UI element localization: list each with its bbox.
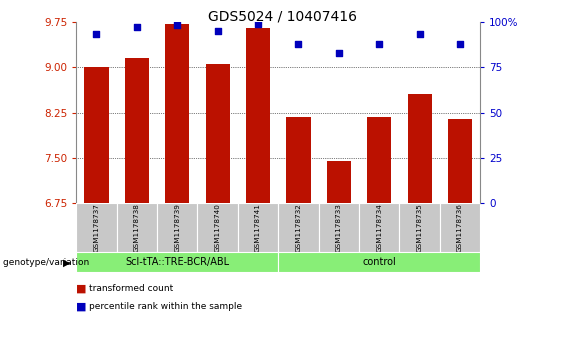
Text: GSM1178733: GSM1178733 xyxy=(336,203,342,252)
Point xyxy=(455,41,464,46)
Bar xyxy=(286,117,311,203)
Bar xyxy=(279,252,480,272)
Text: transformed count: transformed count xyxy=(89,284,173,293)
Text: genotype/variation: genotype/variation xyxy=(3,258,92,267)
Bar xyxy=(206,64,230,203)
Bar xyxy=(125,58,149,203)
Bar xyxy=(279,203,319,252)
Text: control: control xyxy=(362,257,396,267)
Text: GSM1178737: GSM1178737 xyxy=(93,203,99,252)
Text: GSM1178740: GSM1178740 xyxy=(215,203,221,252)
Bar xyxy=(84,67,108,203)
Bar xyxy=(440,203,480,252)
Point xyxy=(173,23,182,28)
Text: GSM1178741: GSM1178741 xyxy=(255,203,261,252)
Text: GSM1178735: GSM1178735 xyxy=(416,203,423,252)
Bar xyxy=(407,94,432,203)
Text: GSM1178736: GSM1178736 xyxy=(457,203,463,252)
Text: percentile rank within the sample: percentile rank within the sample xyxy=(89,302,242,311)
Bar xyxy=(399,203,440,252)
Text: GSM1178732: GSM1178732 xyxy=(295,203,302,252)
Bar xyxy=(319,203,359,252)
Text: GSM1178738: GSM1178738 xyxy=(134,203,140,252)
Bar xyxy=(327,161,351,203)
Point xyxy=(92,32,101,37)
Text: GSM1178734: GSM1178734 xyxy=(376,203,383,252)
Bar xyxy=(448,119,472,203)
Bar xyxy=(117,203,157,252)
Point xyxy=(254,21,263,26)
Text: ▶: ▶ xyxy=(63,257,71,267)
Point xyxy=(375,41,384,46)
Bar xyxy=(165,24,189,203)
Bar xyxy=(359,203,399,252)
Point xyxy=(415,32,424,37)
Point xyxy=(334,50,344,56)
Text: GSM1178739: GSM1178739 xyxy=(174,203,180,252)
Bar xyxy=(76,252,279,272)
Point xyxy=(213,28,222,34)
Bar xyxy=(198,203,238,252)
Text: ■: ■ xyxy=(76,284,87,294)
Bar xyxy=(157,203,198,252)
Bar xyxy=(246,28,270,203)
Text: Scl-tTA::TRE-BCR/ABL: Scl-tTA::TRE-BCR/ABL xyxy=(125,257,229,267)
Bar xyxy=(238,203,279,252)
Bar xyxy=(76,203,117,252)
Point xyxy=(294,41,303,46)
Text: ■: ■ xyxy=(76,302,87,312)
Point xyxy=(132,24,141,30)
Text: GDS5024 / 10407416: GDS5024 / 10407416 xyxy=(208,9,357,23)
Bar xyxy=(367,117,392,203)
